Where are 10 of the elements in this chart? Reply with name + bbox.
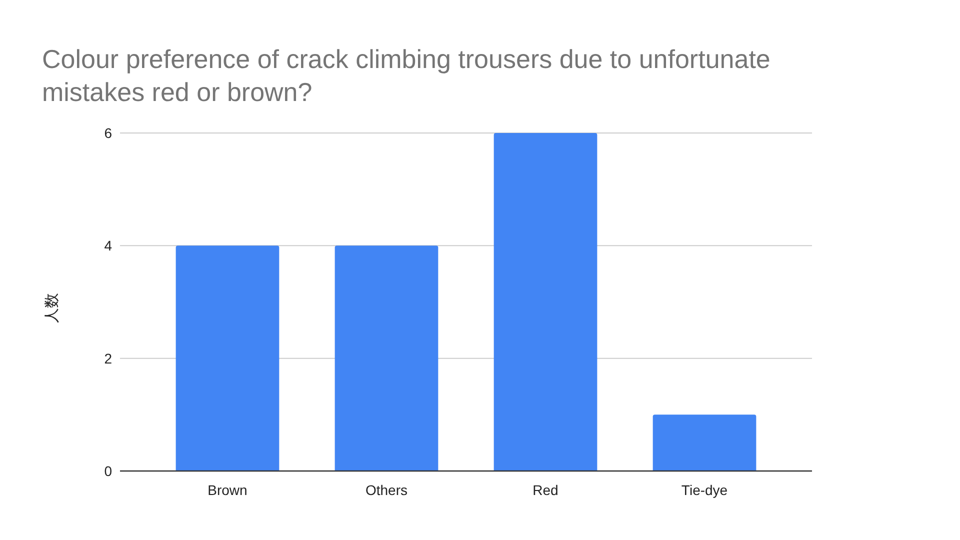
y-tick-label: 4	[104, 238, 112, 254]
y-tick-label: 2	[104, 350, 112, 366]
y-tick-label: 0	[104, 463, 112, 479]
x-tick-label: Brown	[208, 482, 248, 498]
x-tick-label: Tie-dye	[681, 482, 728, 498]
x-tick-label: Others	[365, 482, 408, 498]
y-axis-title: 人数	[44, 293, 60, 323]
x-tick-label: Red	[532, 482, 558, 498]
y-tick-label: 6	[104, 125, 112, 141]
chart-title: Colour preference of crack climbing trousers due to unfortunate mistakes red or brown?	[42, 44, 770, 107]
